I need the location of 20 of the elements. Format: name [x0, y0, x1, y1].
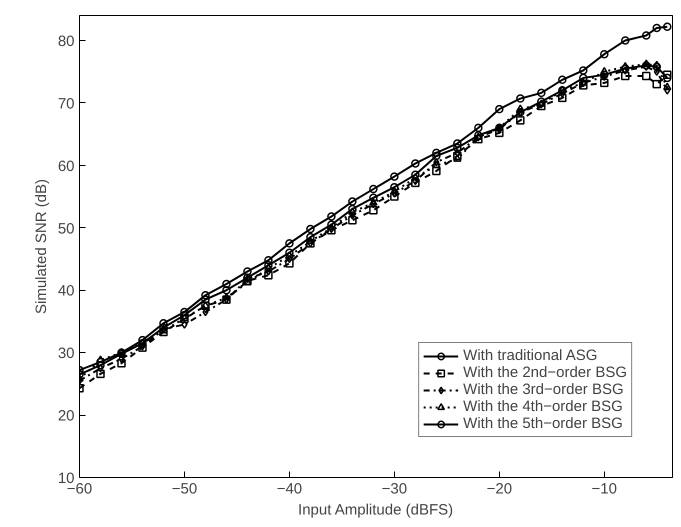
y-axis-title: Simulated SNR (dB) [32, 178, 50, 314]
x-tick-label: −10 [592, 480, 618, 498]
y-tick-label: 60 [58, 158, 75, 175]
y-tick-label: 50 [58, 220, 75, 238]
y-tick-label: 40 [58, 282, 75, 300]
x-tick-label: −50 [172, 480, 198, 498]
x-axis-title: Input Amplitude (dBFS) [298, 502, 454, 518]
y-tick-label: 80 [58, 32, 75, 50]
y-tick-label: 70 [58, 95, 75, 112]
x-tick-label: −20 [486, 480, 512, 498]
y-tick-label: 30 [58, 345, 75, 362]
legend-label: With traditional ASG [463, 347, 598, 364]
legend-label: With the 5th−order BSG [463, 415, 623, 432]
y-tick-label: 20 [58, 408, 75, 425]
legend-label: With the 3rd−order BSG [463, 381, 624, 398]
legend-label: With the 2nd−order BSG [463, 364, 627, 381]
y-tick-label: 10 [58, 470, 75, 487]
x-tick-label: −30 [382, 480, 408, 498]
legend-label: With the 4th−order BSG [463, 398, 623, 415]
x-tick-label: −40 [276, 480, 302, 498]
